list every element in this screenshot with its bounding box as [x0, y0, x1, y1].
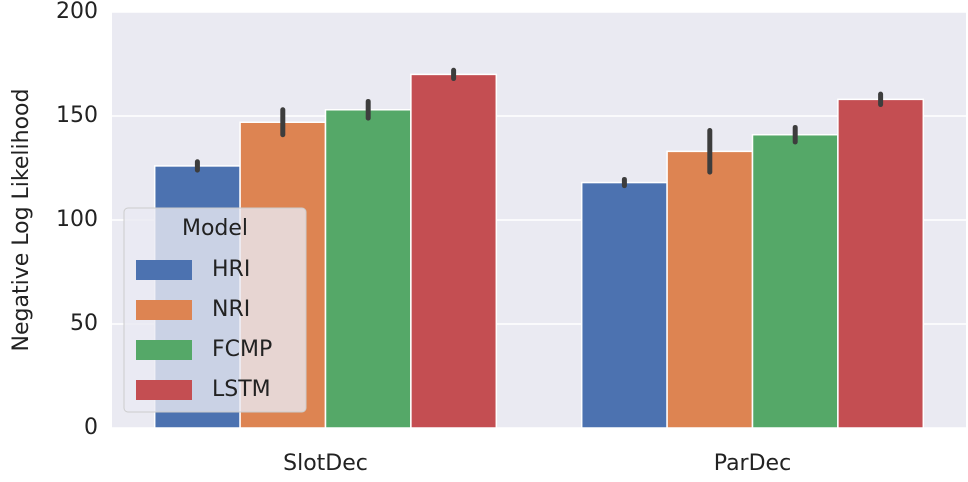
- legend-swatch: [136, 340, 192, 360]
- legend-label: NRI: [212, 297, 250, 322]
- legend-label: HRI: [212, 257, 250, 282]
- legend: Model HRI NRI FCMP LSTM: [123, 207, 307, 413]
- y-tick-label: 100: [56, 207, 98, 232]
- bar: [751, 133, 839, 429]
- y-tick-label: 200: [56, 0, 98, 24]
- legend-swatch: [136, 260, 192, 280]
- legend-box: [123, 207, 307, 413]
- y-tick-label: 150: [56, 103, 98, 128]
- y-axis-label: Negative Log Likelihood: [9, 89, 34, 352]
- x-tick-label: SlotDec: [283, 451, 368, 476]
- y-tick-label: 0: [84, 415, 98, 440]
- bar: [410, 73, 498, 429]
- legend-label: LSTM: [212, 377, 271, 402]
- legend-label: FCMP: [212, 337, 272, 362]
- bar: [837, 98, 925, 429]
- y-tick-label: 50: [70, 311, 98, 336]
- bar: [580, 181, 668, 429]
- legend-swatch: [136, 380, 192, 400]
- x-tick-label: ParDec: [714, 451, 791, 476]
- legend-title: Model: [182, 216, 248, 241]
- legend-swatch: [136, 300, 192, 320]
- bar: [324, 109, 412, 429]
- bar: [666, 150, 754, 429]
